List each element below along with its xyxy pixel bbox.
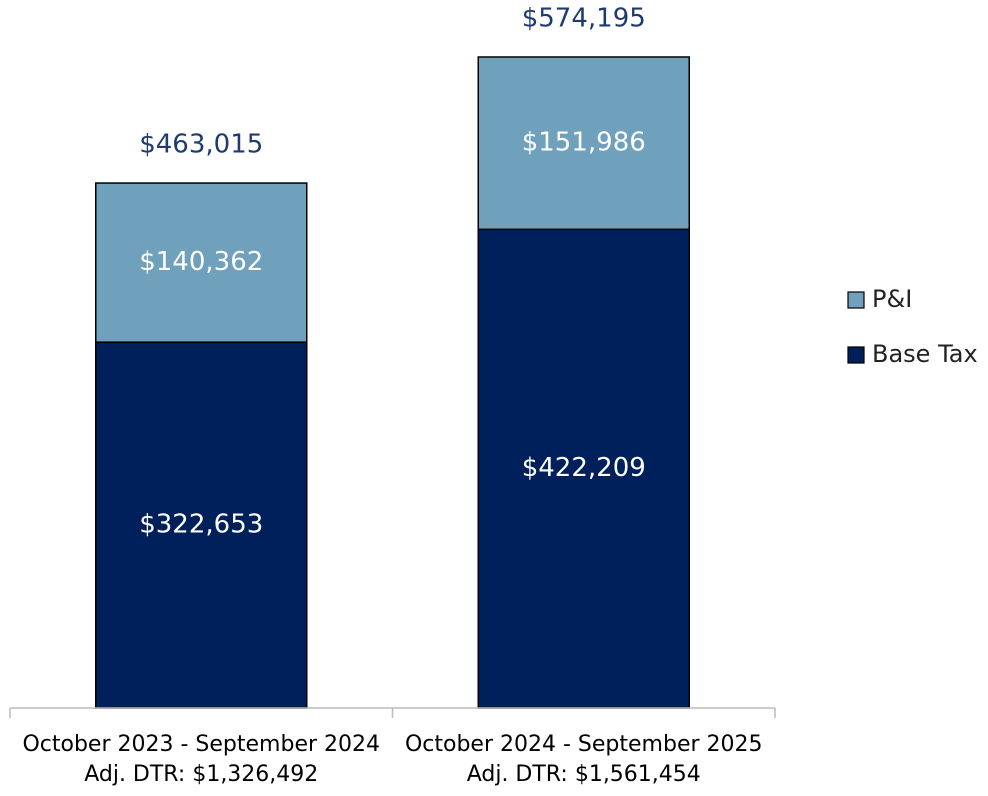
value-label: $422,209 <box>522 453 646 483</box>
bar-segment <box>95 182 308 343</box>
value-label: $322,653 <box>139 510 263 540</box>
x-tick-label: Adj. DTR: $1,326,492 <box>84 762 318 787</box>
bar-segment <box>95 341 308 709</box>
total-label: $574,195 <box>522 4 646 34</box>
legend-swatch <box>847 346 865 364</box>
x-tick-label: Adj. DTR: $1,561,454 <box>467 762 701 787</box>
total-label: $463,015 <box>139 130 263 160</box>
x-tick-label: October 2024 - September 2025 <box>405 732 763 757</box>
x-tick-label: October 2023 - September 2024 <box>22 732 380 757</box>
value-label: $151,986 <box>522 128 646 158</box>
bar-segment <box>477 56 690 231</box>
legend-label: Base Tax <box>872 340 978 368</box>
legend-swatch <box>847 291 865 309</box>
legend-label: P&I <box>872 285 912 313</box>
value-label: $140,362 <box>139 247 263 277</box>
